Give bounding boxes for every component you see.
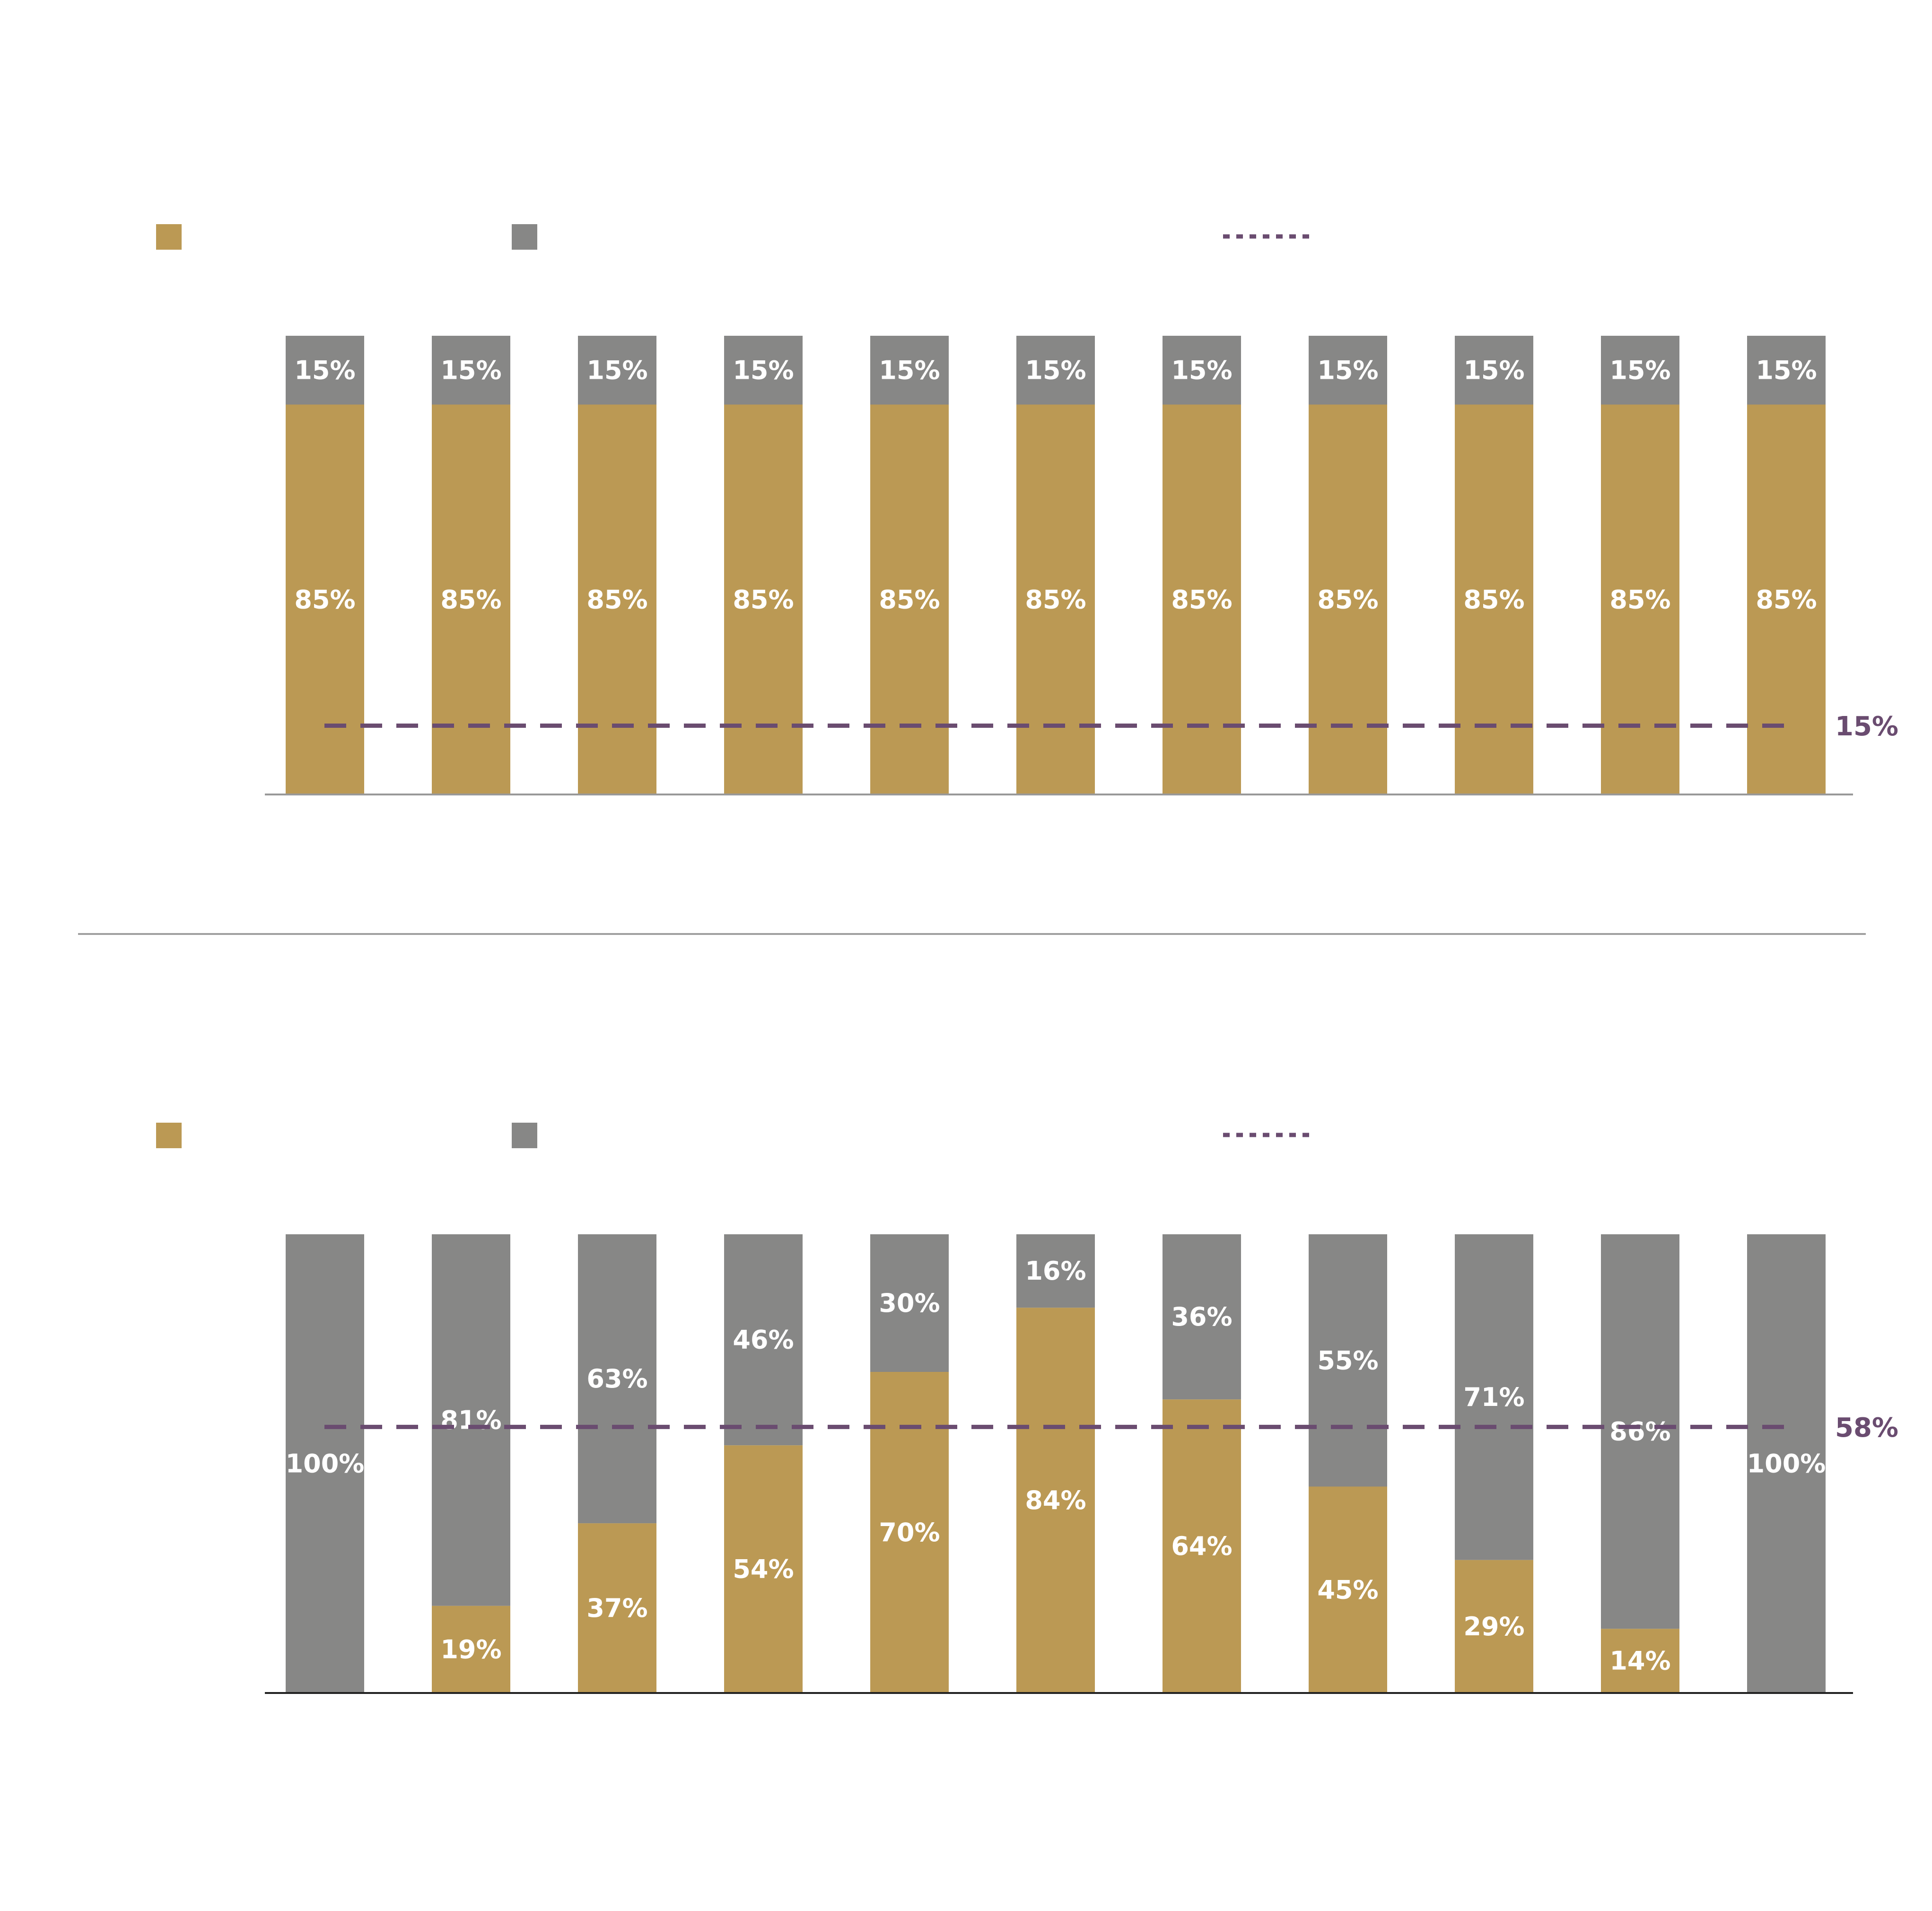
legend-swatch-series-a <box>156 224 182 250</box>
bar-label-series-b: 36% <box>1171 1302 1232 1332</box>
bar-label-series-b: 15% <box>1025 355 1086 385</box>
reference-value-label: 15% <box>1835 711 1898 742</box>
bar-label-series-b: 15% <box>294 355 355 385</box>
bar-segment-series-b <box>286 1234 364 1693</box>
bar-segment-series-b <box>724 1234 803 1446</box>
bar-label-series-b: 15% <box>1463 355 1524 385</box>
bar-label-series-b: 15% <box>879 355 940 385</box>
bar-label-series-a: 85% <box>294 585 355 614</box>
bar-segment-series-a <box>724 1445 803 1693</box>
bar-segment-series-b <box>1601 1234 1679 1629</box>
bar-segment-series-a <box>1747 404 1826 794</box>
bar-segment-series-a <box>432 404 510 794</box>
bar-segment-series-b <box>1016 1234 1095 1308</box>
bar-label-series-b: 15% <box>586 355 647 385</box>
bar-label-series-a: 85% <box>879 585 940 614</box>
bar-label-series-b: 15% <box>1609 355 1670 385</box>
bar-segment-series-a <box>1309 1486 1387 1693</box>
bar-label-series-a: 45% <box>1317 1575 1378 1605</box>
bar-label-series-b: 30% <box>879 1288 940 1318</box>
bar-segment-series-a <box>1601 1629 1679 1693</box>
bar-label-series-b: 16% <box>1025 1256 1086 1286</box>
bar-segment-series-b <box>1747 336 1826 405</box>
bar-segment-series-a <box>578 404 656 794</box>
bar-segment-series-b <box>578 1234 656 1524</box>
bar-label-series-b: 86% <box>1609 1417 1670 1447</box>
bar-segment-series-b <box>432 336 510 405</box>
legend-swatch-series-a <box>156 1123 182 1148</box>
bar-label-series-b: 46% <box>733 1325 794 1355</box>
bar-segment-series-b <box>286 336 364 405</box>
bar-segment-series-a <box>870 404 949 794</box>
bar-segment-series-b <box>1016 336 1095 405</box>
bar-label-series-a: 85% <box>586 585 647 614</box>
bar-segment-series-a <box>1016 404 1095 794</box>
bar-segment-series-a <box>1455 1560 1533 1693</box>
bar-label-series-b: 100% <box>1747 1449 1826 1479</box>
bar-segment-series-b <box>1601 336 1679 405</box>
bar-label-series-a: 85% <box>440 585 501 614</box>
bar-segment-series-b <box>870 1234 949 1372</box>
bar-label-series-a: 84% <box>1025 1485 1086 1515</box>
bar-segment-series-a <box>1163 1399 1241 1693</box>
bar-segment-series-a <box>578 1523 656 1693</box>
bar-segment-series-a <box>1016 1308 1095 1693</box>
bar-segment-series-a <box>1601 404 1679 794</box>
bar-label-series-b: 63% <box>586 1364 647 1394</box>
bar-segment-series-a <box>432 1606 510 1693</box>
bar-label-series-b: 15% <box>1171 355 1232 385</box>
bar-label-series-b: 15% <box>1317 355 1378 385</box>
bar-label-series-b: 71% <box>1463 1382 1524 1412</box>
bar-label-series-a: 19% <box>440 1634 501 1664</box>
bar-segment-series-b <box>1163 336 1241 405</box>
bar-label-series-a: 29% <box>1463 1612 1524 1641</box>
bar-label-series-a: 64% <box>1171 1531 1232 1561</box>
bar-label-series-a: 37% <box>586 1593 647 1623</box>
bar-label-series-a: 54% <box>733 1554 794 1584</box>
bar-segment-series-b <box>1455 1234 1533 1560</box>
bar-label-series-b: 15% <box>1756 355 1817 385</box>
bar-segment-series-a <box>1163 404 1241 794</box>
bar-label-series-b: 100% <box>286 1449 365 1479</box>
bar-segment-series-b <box>870 336 949 405</box>
bar-segment-series-a <box>286 404 364 794</box>
bar-segment-series-a <box>724 404 803 794</box>
bar-label-series-a: 85% <box>1025 585 1086 614</box>
legend-swatch-series-b <box>512 1123 537 1148</box>
bar-segment-series-b <box>724 336 803 405</box>
bar-segment-series-b <box>1309 336 1387 405</box>
bar-label-series-b: 55% <box>1317 1345 1378 1375</box>
bar-segment-series-a <box>1455 404 1533 794</box>
bar-segment-series-b <box>1455 336 1533 405</box>
bar-segment-series-b <box>1163 1234 1241 1400</box>
bar-label-series-b: 15% <box>733 355 794 385</box>
bar-label-series-a: 70% <box>879 1518 940 1547</box>
bar-label-series-a: 14% <box>1609 1646 1670 1676</box>
bar-segment-series-b <box>1747 1234 1826 1693</box>
reference-value-label: 58% <box>1835 1413 1898 1443</box>
bar-label-series-b: 81% <box>440 1405 501 1435</box>
bar-label-series-a: 85% <box>1463 585 1524 614</box>
bar-segment-series-b <box>1309 1234 1387 1487</box>
bar-segment-series-b <box>578 336 656 405</box>
bar-label-series-a: 85% <box>1171 585 1232 614</box>
bar-label-series-a: 85% <box>733 585 794 614</box>
bar-label-series-a: 85% <box>1756 585 1817 614</box>
bar-label-series-b: 15% <box>440 355 501 385</box>
bar-label-series-a: 85% <box>1609 585 1670 614</box>
legend-swatch-series-b <box>512 224 537 250</box>
bar-segment-series-b <box>432 1234 510 1606</box>
bar-label-series-a: 85% <box>1317 585 1378 614</box>
bar-segment-series-a <box>1309 404 1387 794</box>
